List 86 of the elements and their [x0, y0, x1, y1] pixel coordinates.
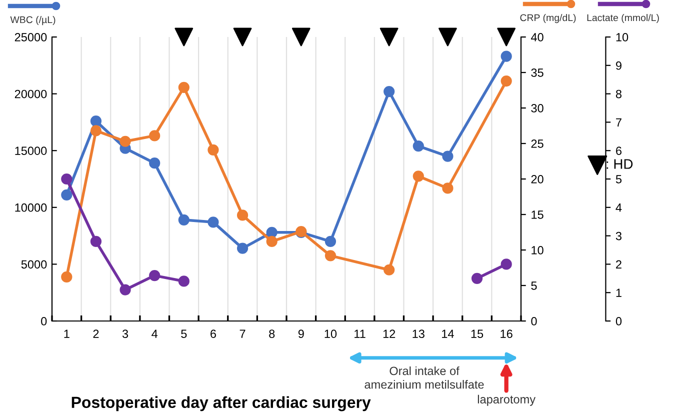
- point: [208, 144, 219, 156]
- y3-tick-label: 7: [616, 118, 622, 126]
- y2-tick-label: 15: [532, 210, 544, 219]
- point: [497, 28, 516, 46]
- text: laparotomy: [478, 394, 536, 406]
- point: [233, 28, 252, 46]
- point: [500, 75, 512, 87]
- x-tick-label: 1: [64, 330, 70, 338]
- x-tick-label: 10: [324, 330, 337, 338]
- y3-tick-label: 8: [616, 90, 622, 98]
- y2-tick-label: 10: [532, 246, 544, 254]
- x-tick-label: 11: [354, 330, 366, 338]
- point: [61, 271, 72, 283]
- x-tick-label: 2: [93, 330, 99, 338]
- point: [438, 28, 457, 46]
- point: [208, 216, 219, 228]
- y2-tick-label: 30: [531, 104, 544, 112]
- x-tick-label: 9: [298, 330, 304, 338]
- x-tick-label: 12: [383, 330, 396, 338]
- x-tick-label: 3: [122, 330, 128, 338]
- point: [90, 116, 102, 127]
- point: [324, 236, 336, 248]
- point: [471, 272, 483, 284]
- text: : HD: [606, 159, 633, 169]
- y3-tick-label: 10: [616, 33, 628, 42]
- legend-label: WBC (/µL): [10, 16, 56, 26]
- point: [380, 28, 398, 46]
- point: [412, 140, 424, 152]
- point: [384, 86, 395, 98]
- x-tick-label: 16: [500, 330, 512, 338]
- x-tick-label: 4: [152, 330, 158, 338]
- point: [61, 189, 72, 200]
- x-tick-label: 7: [240, 330, 246, 338]
- y3-tick-label: 2: [616, 260, 622, 268]
- y-tick-label: 15000: [15, 146, 47, 155]
- y3-tick-label: 1: [616, 288, 622, 297]
- y3-tick-label: 5: [616, 175, 622, 184]
- point: [442, 182, 454, 194]
- point: [412, 170, 424, 182]
- point: [178, 276, 190, 287]
- point: [178, 214, 190, 226]
- point: [120, 284, 131, 296]
- point: [266, 226, 278, 238]
- x-tick-label: 6: [210, 330, 216, 338]
- x-tick-label: 15: [471, 330, 484, 338]
- point: [149, 270, 160, 282]
- y3-tick-label: 9: [616, 61, 622, 70]
- point: [266, 236, 278, 248]
- point: [149, 158, 160, 169]
- y2-tick-label: 35: [531, 68, 544, 77]
- point: [292, 28, 310, 46]
- y2-tick-label: 40: [530, 33, 544, 42]
- x-tick-label: 13: [412, 330, 424, 338]
- y3-tick-label: 3: [616, 232, 622, 240]
- y2-tick-label: 5: [531, 282, 537, 290]
- point: [90, 236, 102, 248]
- y-tick-label: 10000: [15, 203, 47, 212]
- point: [384, 264, 395, 276]
- point: [90, 125, 102, 136]
- y-tick-label: 0: [41, 317, 47, 326]
- point: [500, 50, 512, 62]
- point: [236, 210, 248, 221]
- y2-tick-label: 0: [531, 317, 537, 326]
- x-tick-label: 8: [269, 330, 275, 338]
- point: [178, 82, 190, 93]
- point: [149, 130, 160, 142]
- point: [442, 150, 454, 162]
- y-tick-label: 25000: [14, 33, 47, 42]
- x-tick-label: 5: [181, 330, 187, 338]
- point: [61, 173, 72, 185]
- point: [120, 136, 131, 147]
- point: [174, 28, 194, 46]
- legend-label: Lactate (mmol/L): [587, 14, 659, 24]
- y2-tick-label: 20: [531, 175, 544, 184]
- y-tick-label: 5000: [21, 260, 47, 269]
- y3-tick-label: 4: [616, 204, 622, 212]
- x-axis-title: Postoperative day after cardiac surgery: [72, 396, 371, 412]
- y3-tick-label: 0: [616, 317, 622, 326]
- y-tick-label: 20000: [14, 90, 47, 98]
- point: [324, 250, 336, 262]
- x-tick-label: 14: [442, 330, 454, 338]
- point: [500, 258, 512, 270]
- y2-tick-label: 25: [531, 140, 544, 148]
- y3-tick-label: 6: [616, 146, 622, 155]
- point: [236, 242, 248, 254]
- legend-label: CRP (mg/dL): [520, 14, 576, 24]
